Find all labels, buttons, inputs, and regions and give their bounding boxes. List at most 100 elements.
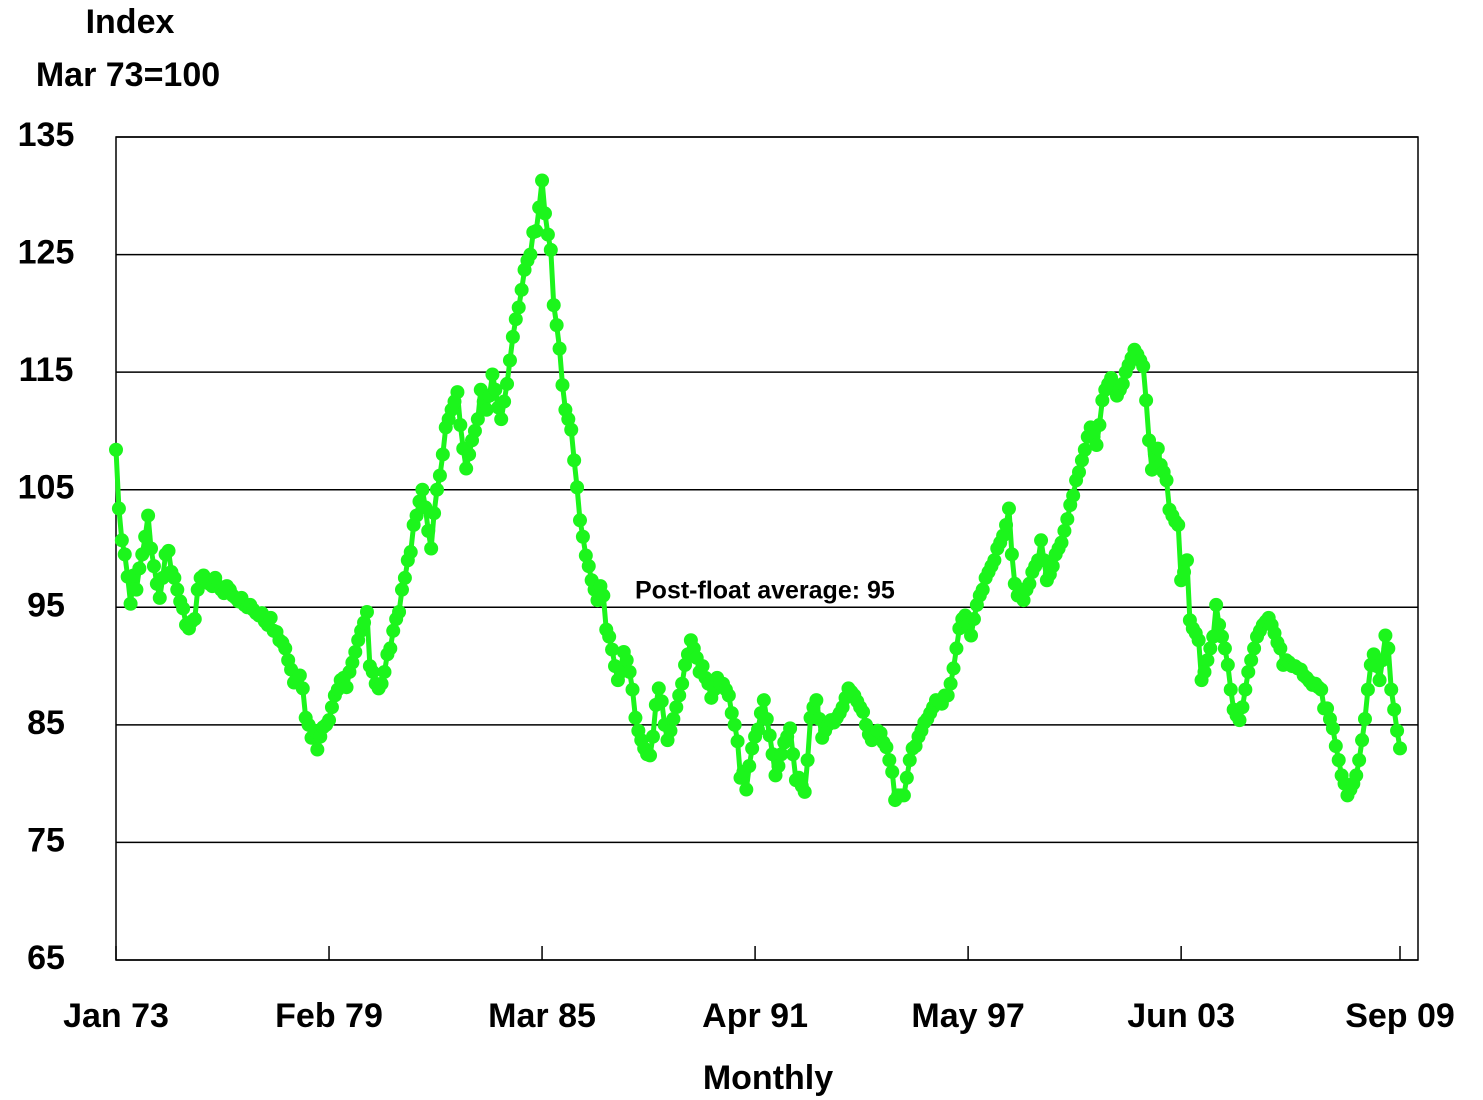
data-point [535,173,550,188]
data-point [1022,576,1037,591]
data-point [467,423,482,438]
data-point [1150,441,1165,456]
data-point [602,629,617,644]
data-point [1325,721,1340,736]
data-point [1203,641,1218,656]
data-point [144,541,159,556]
data-point [324,700,339,715]
data-point [678,657,693,672]
data-point [1381,641,1396,656]
data-point [514,282,529,297]
data-point [797,784,812,799]
y-tick-label: 75 [27,821,65,859]
data-point [745,741,760,756]
data-point [383,641,398,656]
y-tick-label: 105 [18,469,75,507]
data-point [348,644,363,659]
data-point [1074,453,1089,468]
data-point [1244,653,1259,668]
data-point [537,206,552,221]
data-point [1390,723,1405,738]
x-axis-title: Monthly [703,1059,833,1097]
data-point [546,298,561,313]
data-point [570,480,585,495]
data-point [424,541,439,556]
data-point [742,759,757,774]
data-point [724,706,739,721]
data-point [1220,657,1235,672]
data-point [756,693,771,708]
data-point [964,628,979,643]
x-tick-label: Jun 03 [1127,997,1235,1035]
data-point [902,753,917,768]
data-point [555,378,570,393]
data-point [1349,768,1364,783]
data-point [427,506,442,521]
data-point [800,753,815,768]
data-point [943,676,958,691]
data-point [176,601,191,616]
data-point [730,734,745,749]
data-point [643,748,658,763]
data-point [1241,664,1256,679]
data-point [421,523,436,538]
data-point [1357,711,1372,726]
data-point [415,482,430,497]
data-point [529,224,544,239]
data-point [783,721,798,736]
data-point [949,641,964,656]
data-point [1217,641,1232,656]
data-point [345,655,360,670]
data-point [278,641,293,656]
data-point [263,610,278,625]
data-point [1142,433,1157,448]
x-tick-label: May 97 [911,997,1024,1035]
data-point [295,681,310,696]
data-point [1001,501,1016,516]
data-point [170,582,185,597]
y-tick-label: 95 [27,586,65,624]
data-point [625,682,640,697]
data-point [1115,376,1130,391]
data-point [374,676,389,691]
data-point [581,559,596,574]
data-point [759,711,774,726]
data-point [1223,682,1238,697]
data-point [721,688,736,703]
data-point [1004,547,1019,562]
data-point [987,553,1002,568]
data-point [572,513,587,528]
data-point [774,747,789,762]
data-point [1375,653,1390,668]
data-point [494,412,509,427]
data-point [409,508,424,523]
data-point [523,247,538,262]
data-point [1054,535,1069,550]
data-point [1179,553,1194,568]
data-point [575,529,590,544]
data-point [1077,442,1092,457]
data-point [628,710,643,725]
data-point [975,582,990,597]
data-point [751,722,765,737]
data-point [453,418,468,433]
data-point [377,664,392,679]
data-point [1089,438,1104,453]
data-point [111,501,126,516]
data-point [1212,617,1227,632]
data-point [1355,733,1370,748]
data-point [1331,753,1346,768]
data-point [771,759,786,774]
y-tick-label: 85 [27,704,65,742]
data-point [578,548,593,563]
y-axis-title: Mar 73=100 [36,56,220,94]
data-point [809,693,824,708]
data-point [596,588,611,603]
data-point [365,664,380,679]
x-tick-label: Apr 91 [702,997,808,1035]
data-point [856,704,871,719]
data-point [540,227,555,242]
data-point [508,312,523,327]
